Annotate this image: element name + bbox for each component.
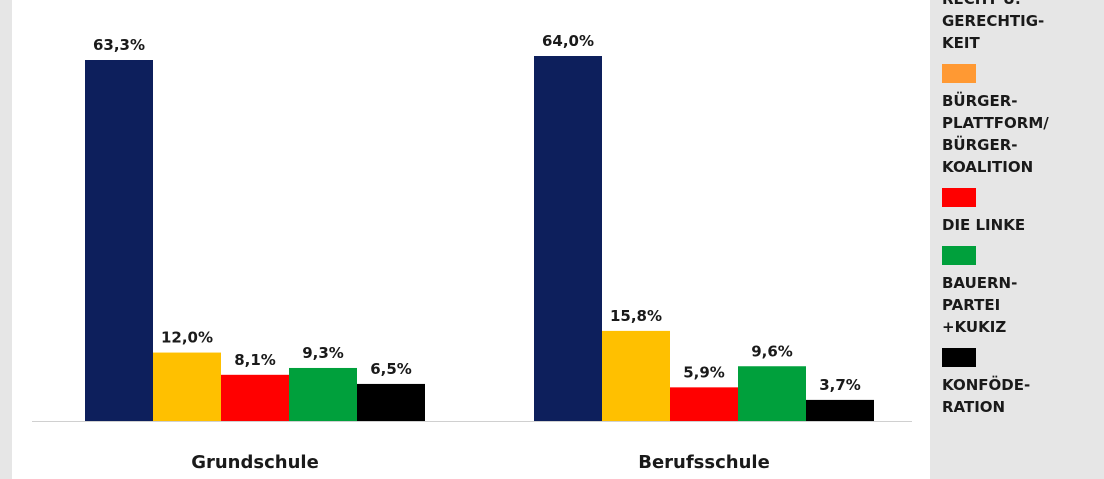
data-label-grundschule-2: 8,1% [234, 351, 276, 369]
bar-grundschule-1 [153, 352, 221, 421]
legend-item: BAUERN- PARTEI +KUKIZ [942, 246, 1102, 338]
data-label-grundschule-3: 9,3% [302, 344, 344, 362]
legend-item: DIE LINKE [942, 188, 1102, 236]
legend-label: BAUERN- PARTEI +KUKIZ [942, 274, 1018, 336]
legend-label: DIE LINKE [942, 216, 1026, 234]
data-label-grundschule-4: 6,5% [370, 360, 412, 378]
bar-chart: 63,3% 12,0% 8,1% 9,3% 6,5% Grundschule 64,0% 15… [32, 32, 912, 473]
category-label-berufsschule: Berufsschule [638, 452, 770, 473]
data-label-berufsschule-1: 15,8% [610, 307, 662, 325]
legend: RECHT U. GERECHTIG- KEIT BÜRGER- PLATTFOR… [942, 0, 1102, 428]
data-label-grundschule-1: 12,0% [161, 329, 213, 347]
data-label-berufsschule-4: 3,7% [819, 376, 861, 394]
data-label-berufsschule-3: 9,6% [751, 342, 793, 360]
bar-berufsschule-1 [602, 330, 670, 421]
legend-label: KONFÖDE- RATION [942, 376, 1031, 416]
legend-item: RECHT U. GERECHTIG- KEIT [942, 0, 1102, 54]
bar-berufsschule-0 [534, 56, 602, 421]
legend-swatch [942, 64, 976, 83]
bar-berufsschule-4 [806, 399, 874, 421]
bar-berufsschule-3 [738, 366, 806, 421]
bar-grundschule-2 [221, 374, 289, 421]
data-label-berufsschule-2: 5,9% [683, 363, 725, 381]
legend-item: BÜRGER- PLATTFORM/ BÜRGER- KOALITION [942, 64, 1102, 178]
bar-grundschule-3 [289, 367, 357, 421]
bar-grundschule-0 [85, 60, 153, 421]
plot-area: 63,3% 12,0% 8,1% 9,3% 6,5% Grundschule 64,0% 15… [12, 0, 930, 479]
data-label-grundschule-0: 63,3% [93, 36, 145, 54]
legend-label: RECHT U. GERECHTIG- KEIT [942, 0, 1045, 52]
category-label-grundschule: Grundschule [191, 452, 319, 473]
bar-grundschule-4 [357, 383, 425, 421]
data-label-berufsschule-0: 64,0% [542, 32, 594, 50]
legend-swatch [942, 246, 976, 265]
bar-berufsschule-2 [670, 387, 738, 421]
legend-swatch [942, 188, 976, 207]
legend-swatch [942, 348, 976, 367]
legend-item: KONFÖDE- RATION [942, 348, 1102, 418]
legend-label: BÜRGER- PLATTFORM/ BÜRGER- KOALITION [942, 92, 1049, 176]
